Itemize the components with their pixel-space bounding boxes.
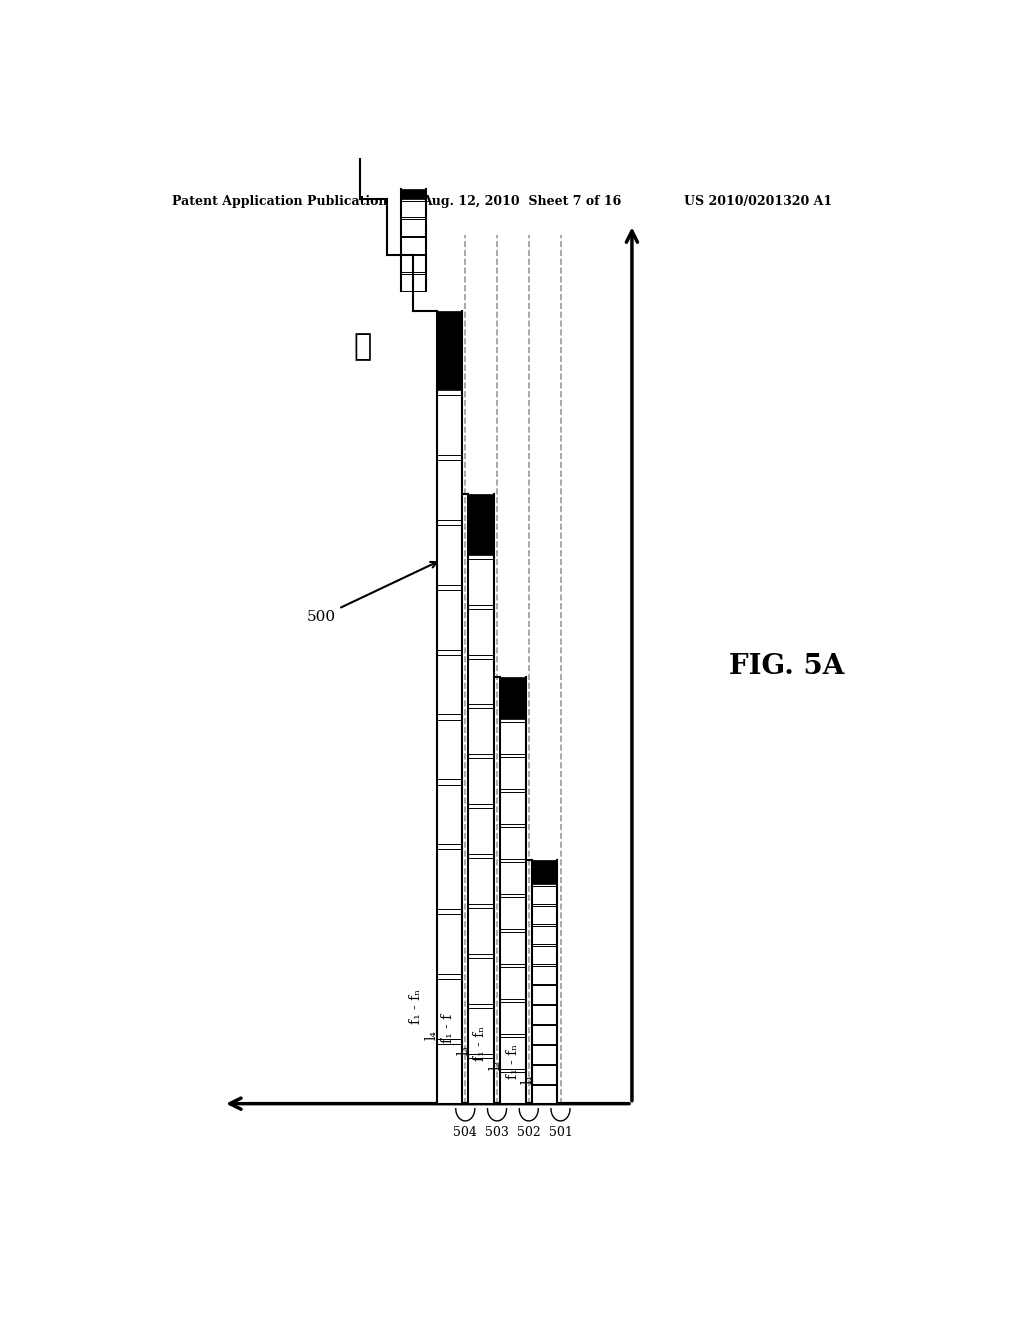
Bar bbox=[531, 945, 557, 964]
Bar bbox=[468, 709, 494, 755]
Bar bbox=[436, 395, 462, 455]
Bar bbox=[468, 1008, 494, 1053]
Text: l₁: l₁ bbox=[520, 1074, 535, 1084]
Bar bbox=[531, 906, 557, 924]
Bar bbox=[531, 859, 557, 884]
Bar bbox=[468, 958, 494, 1003]
Bar bbox=[401, 219, 426, 236]
Bar bbox=[500, 862, 525, 894]
Bar bbox=[531, 965, 557, 983]
Bar bbox=[436, 525, 462, 585]
Text: 504: 504 bbox=[454, 1126, 477, 1139]
Bar bbox=[436, 784, 462, 845]
Bar bbox=[436, 849, 462, 909]
Bar bbox=[468, 908, 494, 954]
Bar bbox=[436, 312, 462, 391]
Bar bbox=[436, 461, 462, 520]
Text: 501: 501 bbox=[549, 1126, 572, 1139]
Text: l₂: l₂ bbox=[488, 1060, 503, 1069]
Bar bbox=[401, 189, 426, 199]
Bar bbox=[468, 759, 494, 804]
Bar bbox=[468, 609, 494, 655]
Text: 502: 502 bbox=[517, 1126, 541, 1139]
Text: f₁ - fₙ: f₁ - fₙ bbox=[409, 989, 423, 1024]
Text: US 2010/0201320 A1: US 2010/0201320 A1 bbox=[684, 195, 831, 209]
Bar bbox=[531, 1065, 557, 1084]
Bar bbox=[500, 677, 525, 719]
Bar bbox=[500, 722, 525, 755]
Bar bbox=[468, 558, 494, 605]
Bar bbox=[436, 590, 462, 649]
Bar bbox=[401, 255, 426, 272]
Bar bbox=[401, 201, 426, 218]
Text: l₄: l₄ bbox=[425, 1030, 439, 1040]
Bar bbox=[500, 828, 525, 859]
Bar bbox=[500, 1002, 525, 1034]
Bar bbox=[500, 966, 525, 999]
Bar bbox=[436, 979, 462, 1039]
Bar bbox=[401, 238, 426, 253]
Text: FIG. 5A: FIG. 5A bbox=[729, 653, 845, 680]
Bar bbox=[531, 1026, 557, 1044]
Text: f₁ - f: f₁ - f bbox=[440, 1014, 455, 1043]
Bar bbox=[531, 1045, 557, 1064]
Bar bbox=[500, 1036, 525, 1069]
Bar bbox=[468, 494, 494, 554]
Bar bbox=[436, 719, 462, 779]
Text: 503: 503 bbox=[485, 1126, 509, 1139]
Bar bbox=[531, 925, 557, 944]
Bar bbox=[401, 273, 426, 290]
Text: f₁ - fₙ: f₁ - fₙ bbox=[506, 1044, 520, 1080]
Text: Patent Application Publication: Patent Application Publication bbox=[172, 195, 387, 209]
Text: Aug. 12, 2010  Sheet 7 of 16: Aug. 12, 2010 Sheet 7 of 16 bbox=[422, 195, 621, 209]
Text: 500: 500 bbox=[306, 562, 437, 624]
Bar bbox=[531, 1085, 557, 1104]
Bar bbox=[531, 1006, 557, 1024]
Bar bbox=[468, 659, 494, 705]
Bar bbox=[468, 808, 494, 854]
Bar bbox=[500, 1072, 525, 1104]
Bar bbox=[531, 886, 557, 904]
Bar bbox=[468, 1057, 494, 1104]
Bar bbox=[531, 986, 557, 1003]
Bar bbox=[436, 1044, 462, 1104]
Bar bbox=[500, 758, 525, 789]
Bar bbox=[436, 655, 462, 714]
Bar bbox=[468, 858, 494, 904]
Bar bbox=[500, 932, 525, 964]
Bar bbox=[500, 792, 525, 824]
Text: l₃: l₃ bbox=[457, 1045, 471, 1055]
Bar bbox=[500, 896, 525, 929]
Bar bbox=[436, 915, 462, 974]
Text: ⋯: ⋯ bbox=[353, 331, 372, 362]
Text: f₁ - fₙ: f₁ - fₙ bbox=[472, 1026, 486, 1061]
